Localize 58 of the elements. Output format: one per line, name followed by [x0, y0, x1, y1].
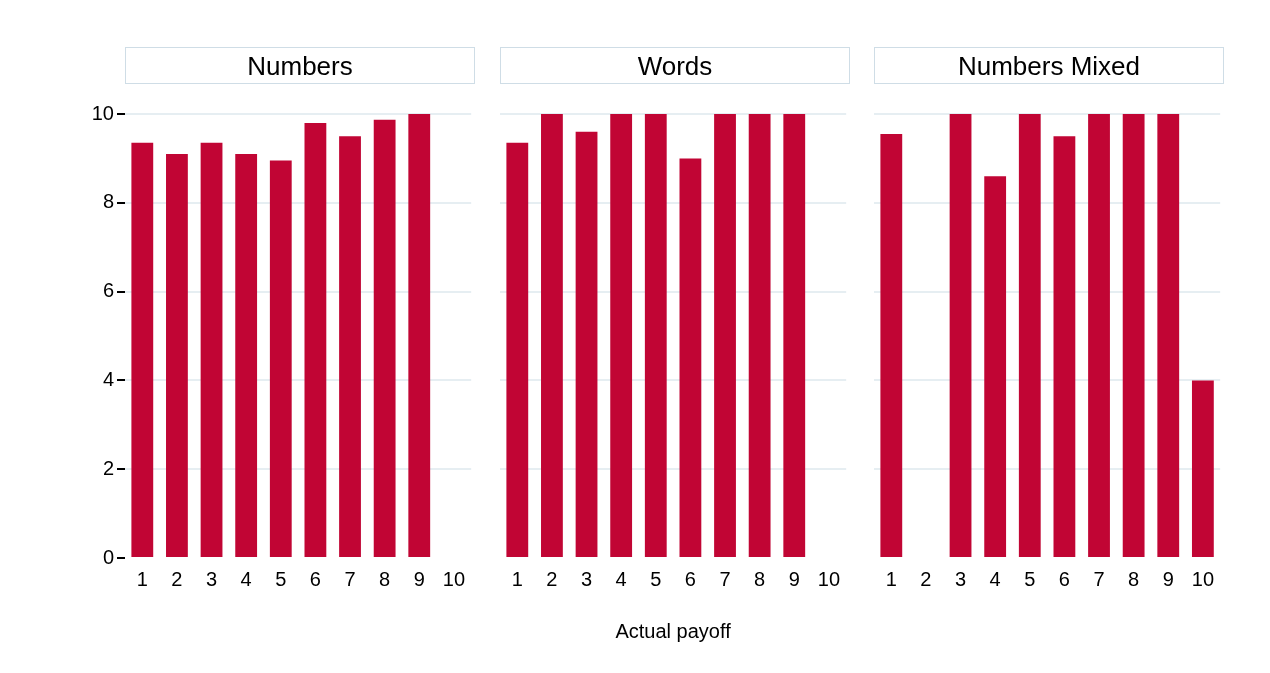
bar: [166, 153, 188, 557]
y-tick-label: 0: [102, 545, 114, 568]
chart-title: Numbers Mixed: [874, 47, 1224, 84]
bar: [339, 136, 361, 557]
x-tick-label: 10: [817, 567, 840, 590]
bar: [1157, 114, 1180, 557]
x-tick-label: 7: [719, 567, 731, 590]
x-tick-label: 10: [442, 567, 465, 590]
chart-title: Words: [500, 47, 850, 84]
x-tick-label: 9: [1162, 567, 1174, 590]
bar: [304, 122, 327, 557]
bar: [200, 142, 223, 557]
bar: [949, 114, 972, 557]
y-tick-label: 8: [102, 190, 114, 213]
bar: [131, 142, 154, 557]
bar: [880, 133, 903, 557]
bar: [373, 119, 396, 557]
bar: [408, 114, 431, 557]
x-tick-label: 5: [275, 567, 287, 590]
x-tick-label: 4: [240, 567, 252, 590]
x-tick-label: 10: [1191, 567, 1214, 590]
y-tick-label: 10: [91, 101, 114, 124]
x-tick-label: 8: [754, 567, 766, 590]
x-tick-label: 8: [379, 567, 391, 590]
x-tick-label: 5: [650, 567, 662, 590]
y-tick-label: 4: [102, 367, 114, 390]
x-tick-label: 9: [413, 567, 425, 590]
y-tick-label: 6: [102, 279, 114, 302]
bar: [235, 153, 258, 557]
x-tick-label: 6: [309, 567, 321, 590]
x-tick-label: 1: [136, 567, 148, 590]
bar: [1122, 114, 1145, 557]
x-tick-label: 7: [1093, 567, 1105, 590]
bar: [269, 160, 292, 557]
x-axis-title: Actual payoff: [615, 619, 732, 642]
x-tick-label: 1: [885, 567, 897, 590]
x-tick-label: 5: [1024, 567, 1036, 590]
x-tick-label: 4: [615, 567, 627, 590]
x-tick-label: 6: [1058, 567, 1070, 590]
bar: [1053, 136, 1076, 557]
y-tick-label: 2: [102, 456, 114, 479]
x-tick-label: 7: [344, 567, 356, 590]
bar: [1191, 380, 1214, 557]
bar: [984, 176, 1007, 557]
x-tick-label: 2: [920, 567, 932, 590]
x-tick-label: 6: [684, 567, 696, 590]
chart-title: Numbers: [125, 47, 475, 84]
bar: [1018, 114, 1041, 557]
x-tick-label: 4: [989, 567, 1001, 590]
x-tick-label: 8: [1128, 567, 1140, 590]
bar: [1088, 114, 1110, 557]
x-tick-label: 2: [171, 567, 183, 590]
x-tick-label: 3: [954, 567, 967, 590]
x-tick-label: 9: [788, 567, 800, 590]
x-tick-label: 3: [580, 567, 593, 590]
x-tick-label: 2: [546, 567, 558, 590]
x-tick-label: 1: [511, 567, 523, 590]
x-tick-label: 3: [205, 567, 218, 590]
